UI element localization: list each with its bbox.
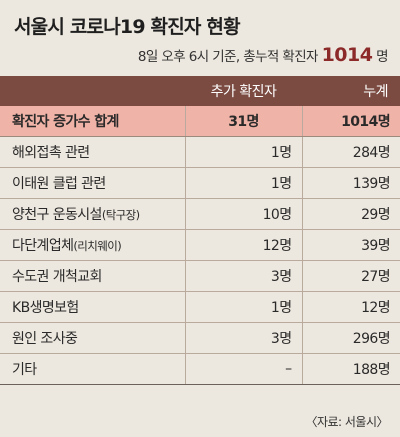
row-name-cell: 원인 조사중 (0, 322, 185, 354)
row-name: KB생명보험 (12, 300, 79, 316)
row-name-qualifier: (리치웨이) (73, 239, 122, 253)
row-name: 양천구 운동시설 (12, 207, 102, 223)
row-cumulative: 39명 (301, 229, 400, 261)
subtitle-prefix: 8일 오후 6시 기준, 총누적 확진자 (137, 49, 319, 65)
row-name: 원인 조사중 (12, 331, 78, 347)
table-row: KB생명보험 1명 12명 (0, 291, 400, 323)
row-name: 기타 (12, 362, 37, 378)
row-name: 해외접촉 관련 (12, 145, 90, 161)
row-name-qualifier: (탁구장) (101, 208, 140, 222)
table-row: 양천구 운동시설(탁구장) 10명 29명 (0, 198, 400, 230)
cases-table: 추가 확진자 누계 확진자 증가수 합계 31명 1014명 해외접촉 관련 1명… (0, 76, 400, 385)
table-row: 기타 –188명 (0, 353, 400, 385)
table-row: 수도권 개척교회 3명 27명 (0, 260, 400, 292)
row-cumulative: 296명 (301, 322, 400, 354)
row-name-cell: 다단계업체(리치웨이) (0, 229, 185, 261)
header-added: 추가 확진자 (185, 76, 302, 106)
summary-cumulative: 1014명 (301, 106, 400, 137)
row-name-cell: KB생명보험 (0, 291, 185, 323)
row-name-cell: 이태원 클럽 관련 (0, 167, 185, 199)
total-unit: 명 (376, 49, 388, 65)
row-name: 수도권 개척교회 (12, 269, 102, 285)
row-added: 1명 (184, 167, 302, 199)
row-added: 12명 (184, 229, 302, 261)
row-cumulative: 188명 (301, 353, 400, 385)
row-cumulative: 12명 (301, 291, 400, 323)
row-name-cell: 기타 (0, 353, 185, 385)
header-cumulative: 누계 (302, 76, 400, 106)
row-added: 10명 (184, 198, 302, 230)
summary-name: 확진자 증가수 합계 (0, 106, 185, 137)
row-added: – (184, 353, 302, 385)
page-title: 서울시 코로나19 확진자 현황 (14, 16, 241, 38)
row-added: 3명 (184, 322, 302, 354)
source-note: 〈자료: 서울시〉 (305, 415, 388, 429)
row-added: 1명 (184, 136, 302, 168)
row-added: 3명 (184, 260, 302, 292)
table-row: 다단계업체(리치웨이) 12명 39명 (0, 229, 400, 261)
total-count: 1014 (321, 44, 373, 66)
header-category (0, 76, 185, 106)
row-name: 이태원 클럽 관련 (12, 176, 106, 192)
table-row: 이태원 클럽 관련 1명 139명 (0, 167, 400, 199)
row-added: 1명 (184, 291, 302, 323)
row-name-cell: 양천구 운동시설(탁구장) (0, 198, 185, 230)
row-cumulative: 29명 (301, 198, 400, 230)
row-cumulative: 284명 (301, 136, 400, 168)
row-name-cell: 수도권 개척교회 (0, 260, 185, 292)
table-row: 원인 조사중 3명 296명 (0, 322, 400, 354)
summary-added: 31명 (184, 106, 302, 137)
row-cumulative: 139명 (301, 167, 400, 199)
row-name-cell: 해외접촉 관련 (0, 136, 185, 168)
table-row: 해외접촉 관련 1명 284명 (0, 136, 400, 168)
row-cumulative: 27명 (301, 260, 400, 292)
summary-row: 확진자 증가수 합계 31명 1014명 (0, 106, 400, 137)
subtitle: 8일 오후 6시 기준, 총누적 확진자 1014 명 (137, 44, 389, 66)
row-name: 다단계업체 (12, 238, 74, 254)
table-header-row: 추가 확진자 누계 (0, 76, 400, 106)
